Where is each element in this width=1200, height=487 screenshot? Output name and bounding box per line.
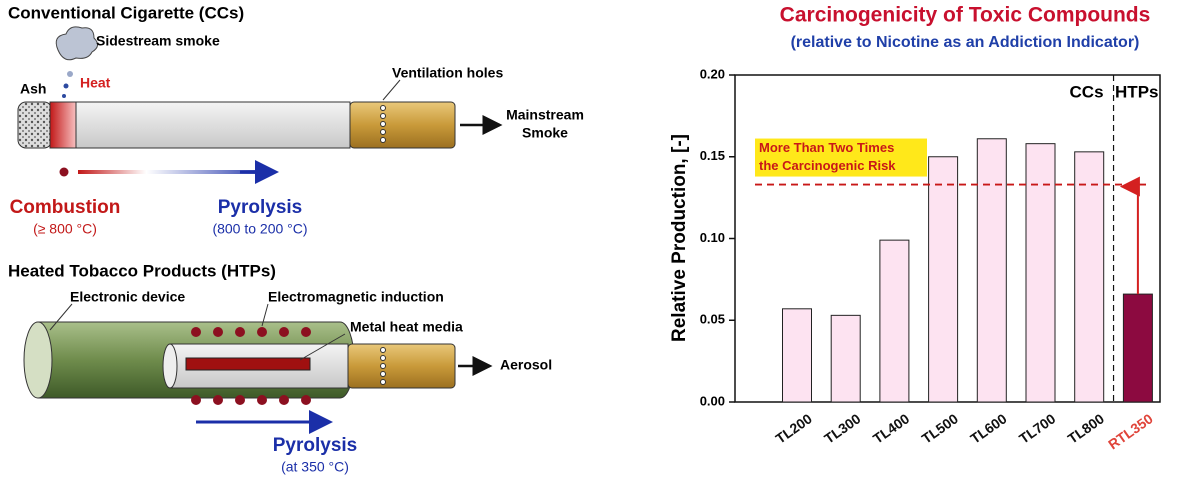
combustion-temp: (≥ 800 °C) bbox=[33, 221, 97, 237]
y-tick-label: 0.05 bbox=[700, 312, 725, 327]
group-label: HTPs bbox=[1115, 82, 1158, 101]
device-end bbox=[23, 321, 53, 399]
heat-label: Heat bbox=[80, 75, 111, 91]
heat-zone bbox=[49, 101, 77, 149]
y-tick-label: 0.15 bbox=[700, 148, 725, 163]
diagram: Conventional Cigarette (CCs) Sidestream … bbox=[8, 3, 584, 474]
mainstream-label: Mainstream bbox=[506, 107, 584, 123]
pyrolysis-temp: (800 to 200 °C) bbox=[212, 221, 307, 237]
x-tick-label: TL200 bbox=[773, 410, 815, 446]
group-label: CCs bbox=[1070, 82, 1104, 101]
y-tick-label: 0.10 bbox=[700, 230, 725, 245]
leader bbox=[49, 303, 73, 331]
smoke-dot bbox=[62, 94, 66, 98]
chart-title: Carcinogenicity of Toxic Compounds bbox=[780, 4, 1151, 27]
ash bbox=[17, 101, 53, 149]
bar bbox=[976, 138, 1007, 403]
holes bbox=[380, 347, 386, 385]
smoke-cloud bbox=[55, 26, 98, 61]
device-label: Electronic device bbox=[70, 289, 185, 305]
mainstream-label: Smoke bbox=[522, 125, 568, 141]
tobacco-rod bbox=[75, 101, 351, 149]
x-tick-label: TL400 bbox=[870, 410, 912, 446]
smoke-dot bbox=[63, 83, 69, 89]
htp-pyrolysis-label: Pyrolysis bbox=[273, 435, 358, 456]
flow bbox=[78, 170, 273, 174]
htp-title: Heated Tobacco Products (HTPs) bbox=[8, 261, 276, 280]
smoke-dot bbox=[67, 71, 73, 77]
annotation: the Carcinogenic Risk bbox=[759, 158, 896, 173]
ventilation-label: Ventilation holes bbox=[392, 65, 503, 81]
x-tick-label: TL500 bbox=[919, 410, 961, 446]
sidestream-label: Sidestream smoke bbox=[96, 33, 220, 49]
htp-temp: (at 350 °C) bbox=[281, 459, 349, 475]
ventilation-holes bbox=[380, 105, 386, 143]
bar bbox=[1074, 151, 1105, 403]
annotation: More Than Two Times bbox=[759, 140, 894, 155]
bar bbox=[879, 239, 910, 403]
combustion-label: Combustion bbox=[10, 197, 121, 218]
y-tick-label: 0.20 bbox=[700, 66, 725, 81]
annotation-box bbox=[755, 138, 927, 177]
induction-coils bbox=[191, 327, 311, 405]
leader bbox=[382, 79, 401, 101]
leader bbox=[261, 303, 269, 327]
bar bbox=[782, 308, 812, 403]
chart-subtitle: (relative to Nicotine as an Addiction In… bbox=[791, 34, 1140, 51]
leader bbox=[299, 333, 346, 361]
x-tick-label: RTL350 bbox=[1105, 410, 1156, 452]
filter bbox=[347, 343, 456, 389]
y-tick-label: 0.00 bbox=[700, 393, 725, 408]
combustion-dot bbox=[59, 167, 69, 177]
bar bbox=[1025, 143, 1056, 403]
x-tick-label: TL600 bbox=[967, 410, 1009, 446]
stick-end bbox=[162, 343, 178, 389]
pyrolysis-label: Pyrolysis bbox=[218, 197, 303, 218]
chart: Carcinogenicity of Toxic Compounds (rela… bbox=[669, 4, 1161, 453]
ash-label: Ash bbox=[20, 81, 46, 97]
cc-title: Conventional Cigarette (CCs) bbox=[8, 3, 244, 22]
x-tick-label: TL800 bbox=[1065, 410, 1107, 446]
induction-label: Electromagnetic induction bbox=[268, 289, 444, 305]
y-axis-label: Relative Production, [-] bbox=[669, 134, 690, 342]
filter bbox=[349, 101, 456, 149]
heat-media bbox=[185, 357, 311, 371]
x-tick-label: TL300 bbox=[821, 410, 863, 446]
x-tick-label: TL700 bbox=[1016, 410, 1058, 446]
bar bbox=[830, 314, 861, 403]
media-label: Metal heat media bbox=[350, 319, 463, 335]
bar bbox=[1122, 293, 1153, 403]
bar bbox=[928, 156, 959, 403]
aerosol-label: Aerosol bbox=[500, 357, 552, 373]
